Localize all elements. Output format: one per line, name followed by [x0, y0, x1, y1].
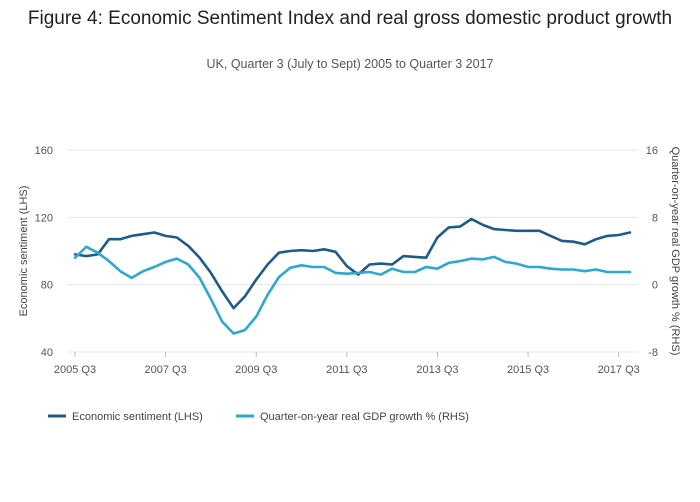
left-tick-label: 80 — [41, 280, 53, 292]
right-tick-label: 16 — [646, 145, 658, 157]
x-tick-label: 2005 Q3 — [54, 364, 96, 376]
left-axis-title: Economic sentiment (LHS) — [18, 186, 30, 317]
chart-title: Figure 4: Economic Sentiment Index and r… — [27, 8, 673, 29]
left-tick-label: 160 — [35, 145, 53, 157]
x-tick-label: 2011 Q3 — [326, 364, 367, 376]
left-axis-ticks: 40 80 120 160 — [35, 145, 53, 359]
chart-subtitle: UK, Quarter 3 (July to Sept) 2005 to Qua… — [206, 57, 494, 71]
x-tick-label: 2009 Q3 — [235, 364, 277, 376]
gdp-growth-line — [73, 245, 632, 335]
x-tick-label: 2013 Q3 — [416, 364, 458, 376]
legend-gdp-growth-label: Quarter-on-year real GDP growth % (RHS) — [260, 411, 469, 423]
x-axis-ticks: 2005 Q3 2007 Q3 2009 Q3 2011 Q3 2013 Q3 2015 … — [54, 352, 640, 376]
series-lines — [73, 217, 632, 335]
right-tick-label: -8 — [648, 347, 658, 359]
right-tick-label: 8 — [652, 212, 658, 224]
left-tick-label: 120 — [35, 212, 53, 224]
economic-sentiment-line — [73, 217, 632, 310]
x-tick-label: 2007 Q3 — [145, 364, 187, 376]
right-axis-ticks: -8 0 8 16 — [646, 145, 658, 359]
legend: Economic sentiment (LHS) Quarter-on-year … — [48, 411, 469, 423]
left-tick-label: 40 — [41, 347, 53, 359]
right-axis-title: Quarter-on-year real GDP growth % (RHS) — [669, 147, 681, 356]
x-tick-label: 2017 Q3 — [598, 364, 640, 376]
x-tick-label: 2015 Q3 — [507, 364, 549, 376]
legend-economic-sentiment-label: Economic sentiment (LHS) — [72, 411, 203, 423]
right-tick-label: 0 — [652, 280, 658, 292]
gridlines — [67, 149, 638, 353]
